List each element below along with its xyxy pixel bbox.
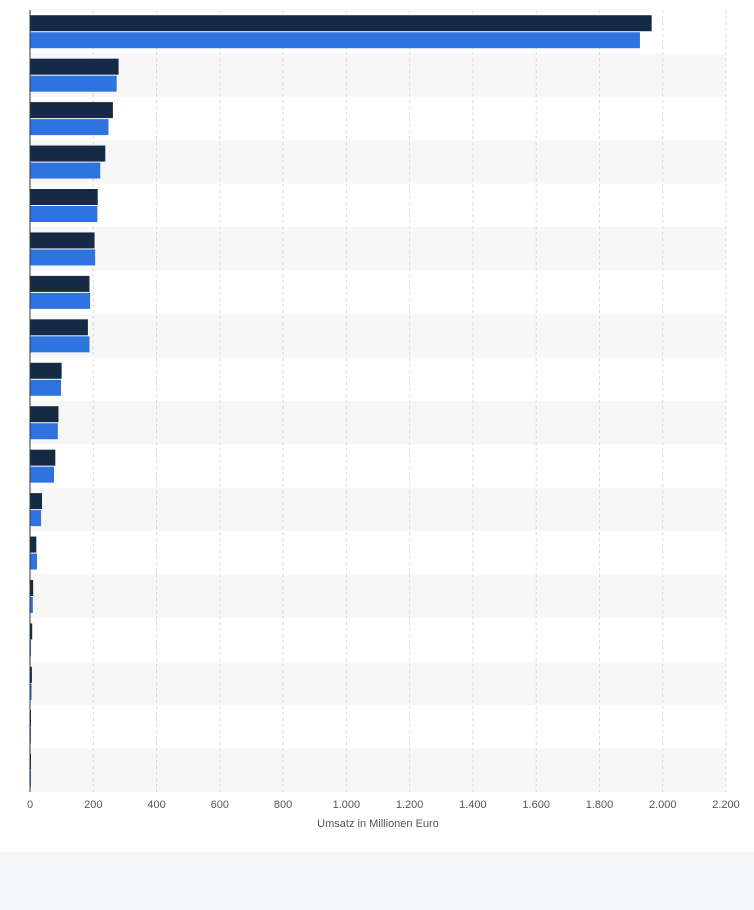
bar [30, 362, 62, 379]
x-tick-label: 1.600 [522, 799, 550, 811]
bar [30, 249, 96, 266]
bar [30, 292, 91, 309]
bar [30, 493, 43, 510]
bar [30, 189, 98, 205]
row-band [30, 401, 726, 445]
x-tick-label: 600 [211, 799, 229, 811]
bar [30, 119, 109, 136]
bar [30, 32, 640, 49]
row-band [30, 748, 726, 792]
row-band [30, 661, 726, 706]
bar [30, 379, 62, 396]
bar [30, 510, 42, 527]
x-tick-label: 1.800 [586, 799, 614, 811]
row-band [30, 574, 726, 619]
x-tick-label: 2.200 [712, 799, 740, 811]
x-tick-label: 0 [27, 799, 33, 811]
row-band [30, 227, 726, 271]
bar [30, 536, 37, 553]
bar [30, 406, 59, 423]
bar [30, 623, 33, 640]
bar [30, 449, 56, 466]
x-tick-label: 400 [147, 799, 165, 811]
row-band [30, 618, 726, 662]
x-tick-label: 1.200 [396, 799, 424, 811]
row-band [30, 487, 726, 532]
row-band [30, 183, 726, 228]
bar [30, 336, 90, 353]
bar [30, 145, 106, 162]
row-band [30, 357, 726, 401]
bar [30, 58, 119, 75]
bar [30, 666, 32, 683]
bar [30, 466, 55, 483]
row-band [30, 140, 726, 184]
x-tick-label: 1.000 [333, 799, 361, 811]
x-tick-label: 1.400 [459, 799, 487, 811]
x-axis-label: Umsatz in Millionen Euro [317, 818, 439, 830]
row-band [30, 531, 726, 575]
x-tick-label: 800 [274, 799, 292, 811]
bar [30, 597, 33, 613]
x-tick-label: 200 [84, 799, 102, 811]
bar [30, 580, 34, 596]
row-band [30, 270, 726, 315]
bar [30, 102, 113, 119]
bar [30, 162, 101, 179]
x-tick-label: 2.000 [649, 799, 677, 811]
bar [30, 423, 58, 440]
bar [30, 75, 117, 92]
row-band [30, 444, 726, 488]
bar [30, 15, 652, 32]
row-band [30, 53, 726, 97]
bar [30, 553, 37, 570]
footer-band [0, 852, 754, 910]
row-band [30, 705, 726, 749]
row-band [30, 96, 726, 141]
bar [30, 319, 88, 336]
bar [30, 206, 98, 222]
bar [30, 275, 90, 292]
row-band [30, 314, 726, 358]
bar [30, 232, 95, 249]
bar [30, 683, 32, 700]
